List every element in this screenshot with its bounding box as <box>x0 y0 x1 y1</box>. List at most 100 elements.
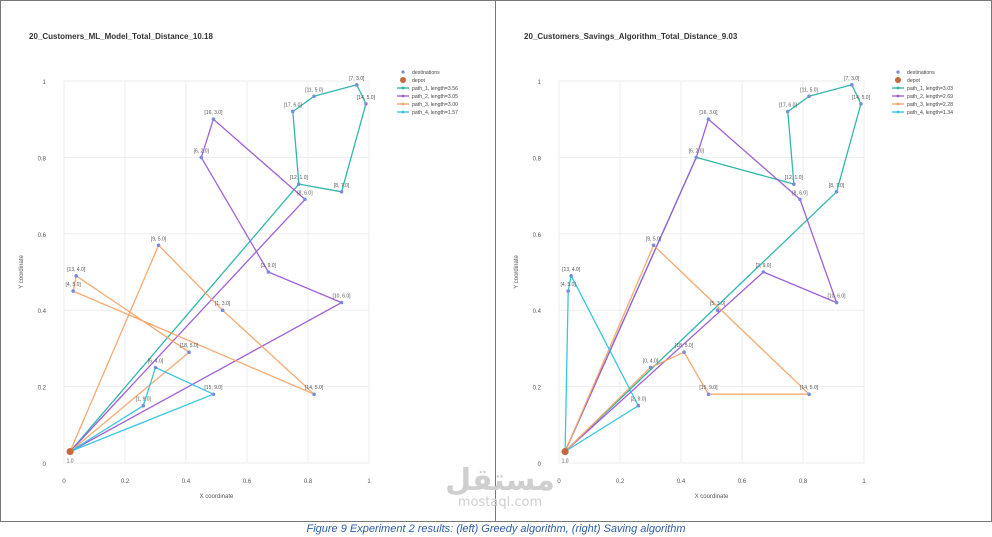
destination-point <box>834 300 839 305</box>
destination-label: [14, 5.0] <box>305 385 324 391</box>
x-tick-label: 0.6 <box>738 479 747 485</box>
destination-label: [4, 5.0] <box>561 282 577 288</box>
legend-path-4: path_4, length=1.57 <box>412 110 458 116</box>
y-axis-label: Y coordinate <box>514 255 520 289</box>
destination-point <box>636 403 641 408</box>
legend-destinations: destinations <box>412 70 440 76</box>
route-path-1 <box>564 84 862 452</box>
x-tick-label: 0.8 <box>304 479 313 485</box>
destination-point <box>834 189 839 194</box>
destination-label: [12, 1.0] <box>785 175 804 181</box>
route-path-2 <box>69 118 343 453</box>
destination-label: [17, 6.0] <box>779 103 798 109</box>
route-path-4 <box>69 366 215 453</box>
destination-point <box>211 117 216 121</box>
x-tick-label: 0.2 <box>616 479 625 485</box>
destination-point <box>71 289 75 293</box>
destination-label: [6, 2.0] <box>194 148 210 154</box>
x-tick-label: 0 <box>62 479 66 485</box>
legend-path-1: path_1, length=3.56 <box>412 86 458 92</box>
destination-label: [0, 4.0] <box>643 359 659 365</box>
legend-path-4: path_4, length=1.34 <box>907 110 953 116</box>
destination-label: [14, 5.0] <box>852 95 871 101</box>
destination-label: [2, 9.0] <box>631 397 647 403</box>
destination-point <box>682 350 686 355</box>
legend-depot-marker <box>895 77 901 83</box>
destination-point <box>297 182 301 186</box>
destination-point <box>761 270 766 274</box>
destination-point <box>694 155 699 160</box>
destination-label: [10, 6.0] <box>333 294 352 300</box>
destination-point <box>339 189 344 194</box>
destination-label: [11, 5.0] <box>800 87 818 93</box>
destination-point <box>651 243 656 248</box>
destination-label: [18, 5.0] <box>180 343 199 349</box>
x-tick-label: 0.2 <box>121 479 130 485</box>
destination-point <box>290 109 295 114</box>
x-axis-label: X coordinate <box>695 494 729 500</box>
destination-label: [12, 1.0] <box>290 175 309 181</box>
x-tick-label: 0.8 <box>799 479 808 485</box>
destination-point <box>715 308 720 313</box>
legend-path-3: path_3, length=3.00 <box>412 102 458 108</box>
destination-label: [15, 9.0] <box>699 385 718 391</box>
destination-label: [18, 5.0] <box>675 343 694 349</box>
destination-label: [8, 7.0] <box>334 183 350 189</box>
destination-point <box>566 289 570 293</box>
legend-path-2-marker <box>896 94 900 98</box>
legend-destinations-marker <box>896 70 900 74</box>
destination-point <box>74 274 78 278</box>
destination-point <box>303 197 307 202</box>
y-tick-label: 0 <box>43 462 47 468</box>
destination-point <box>312 94 316 99</box>
destination-label: [4, 5.0] <box>66 282 82 288</box>
destination-point <box>153 365 158 370</box>
destination-point <box>807 392 811 397</box>
depot-point <box>561 447 569 456</box>
destination-label: [10, 6.0] <box>828 294 847 300</box>
legend-path-4-marker <box>896 110 900 114</box>
legend-path-3-marker <box>896 102 900 106</box>
destination-label: [17, 6.0] <box>284 103 303 109</box>
legend-path-3-marker <box>401 102 405 106</box>
legend-path-3: path_3, length=2.28 <box>907 102 953 108</box>
destination-label: [7, 3.0] <box>844 76 860 82</box>
route-path-1 <box>69 84 367 452</box>
destination-label: [3, 9.0] <box>261 263 277 269</box>
destination-point <box>339 300 344 305</box>
greedy-route-chart: 0 0.2 0.4 0.6 0.8 1 0 0.2 0.4 0.6 0.8 1 20_Customers… <box>19 32 458 500</box>
legend-path-1-marker <box>896 86 900 90</box>
destination-label: [5, 3.0] <box>710 301 726 307</box>
y-tick-label: 0.2 <box>533 386 542 392</box>
destination-label: [8, 6.0] <box>297 190 313 196</box>
route-path-3 <box>69 244 315 452</box>
destination-point <box>199 155 204 160</box>
destination-label: [7, 3.0] <box>349 76 365 82</box>
destination-point <box>807 94 811 99</box>
destination-label: [13, 4.0] <box>67 267 86 273</box>
x-tick-label: 0.6 <box>243 479 252 485</box>
destination-label: [9, 5.0] <box>646 236 662 242</box>
destination-label: [15, 9.0] <box>204 385 223 391</box>
legend-depot: depot <box>907 78 921 84</box>
y-tick-label: 0.4 <box>38 309 47 315</box>
destination-label: [9, 5.0] <box>151 236 167 242</box>
depot-label: 1.0 <box>562 459 569 465</box>
depot-point <box>66 447 74 456</box>
destination-label: [11, 5.0] <box>305 87 323 93</box>
x-tick-label: 1 <box>862 479 866 485</box>
depot-label: 1.0 <box>67 459 74 465</box>
destination-point <box>211 392 216 397</box>
destination-point <box>706 117 711 121</box>
destination-point <box>220 308 225 313</box>
legend-destinations: destinations <box>907 70 935 76</box>
y-tick-label: 0.6 <box>533 233 542 239</box>
destination-label: [6, 2.0] <box>689 148 705 154</box>
left-chart-panel: 0 0.2 0.4 0.6 0.8 1 0 0.2 0.4 0.6 0.8 1 20_Customers… <box>0 0 496 522</box>
destination-label: [6, 4.0] <box>148 359 164 365</box>
destination-point <box>569 274 573 278</box>
y-tick-label: 0.2 <box>38 386 47 392</box>
legend-path-2: path_2, length=3.05 <box>412 94 458 100</box>
destination-point <box>156 243 161 248</box>
legend-depot-marker <box>400 77 406 83</box>
